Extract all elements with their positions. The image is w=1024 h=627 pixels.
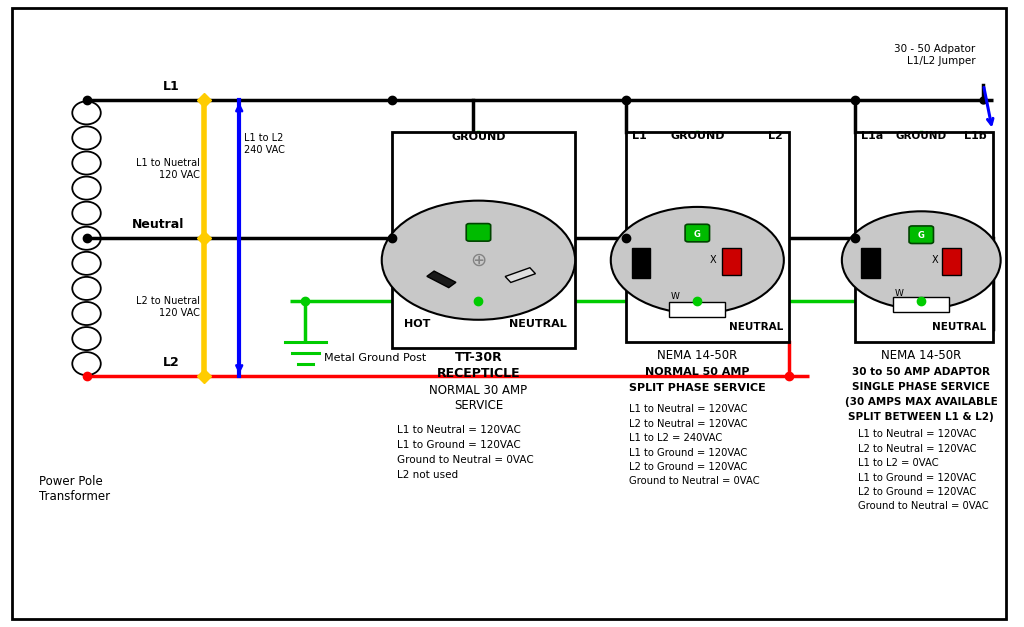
Text: X: X (710, 255, 716, 265)
Text: L2 to Nuetral
120 VAC: L2 to Nuetral 120 VAC (135, 297, 200, 318)
Text: GROUND: GROUND (452, 132, 506, 142)
Text: L1a: L1a (861, 131, 884, 141)
Text: G: G (694, 230, 700, 239)
Text: TT-30R: TT-30R (455, 350, 503, 364)
Circle shape (610, 207, 783, 314)
Text: 30 to 50 AMP ADAPTOR: 30 to 50 AMP ADAPTOR (852, 367, 990, 377)
Text: Y: Y (632, 255, 638, 265)
Polygon shape (505, 268, 536, 283)
Text: X: X (932, 255, 938, 265)
Text: L2: L2 (163, 356, 179, 369)
Text: SPLIT PHASE SERVICE: SPLIT PHASE SERVICE (629, 382, 766, 393)
Text: Power Pole
Transformer: Power Pole Transformer (39, 475, 110, 503)
Bar (893, 297, 949, 312)
Text: ⊕: ⊕ (470, 251, 486, 270)
Bar (669, 302, 725, 317)
Bar (632, 248, 650, 278)
Text: NORMAL 50 AMP: NORMAL 50 AMP (645, 367, 750, 377)
Text: L1 to Nuetral
120 VAC: L1 to Nuetral 120 VAC (135, 159, 200, 180)
Text: SINGLE PHASE SERVICE: SINGLE PHASE SERVICE (852, 382, 990, 392)
FancyBboxPatch shape (909, 226, 934, 243)
Text: G: G (918, 231, 925, 241)
Text: SPLIT BETWEEN L1 & L2): SPLIT BETWEEN L1 & L2) (849, 412, 994, 422)
Bar (722, 248, 741, 275)
Text: L2: L2 (768, 131, 782, 141)
Bar (392, 132, 575, 348)
Bar (861, 248, 880, 278)
Text: W: W (671, 292, 679, 301)
Text: NEUTRAL: NEUTRAL (932, 322, 986, 332)
Text: L1 to Neutral = 120VAC
L2 to Neutral = 120VAC
L1 to L2 = 240VAC
L1 to Ground = 1: L1 to Neutral = 120VAC L2 to Neutral = 1… (629, 404, 760, 487)
Text: GROUND: GROUND (896, 131, 947, 141)
Text: Y: Y (861, 255, 867, 265)
Text: RECEPTICLE: RECEPTICLE (436, 367, 520, 381)
Text: L1: L1 (632, 131, 647, 141)
Text: NEMA 14-50R: NEMA 14-50R (881, 349, 962, 362)
Text: SERVICE: SERVICE (454, 399, 503, 412)
Text: L1 to Neutral = 120VAC
L1 to Ground = 120VAC
Ground to Neutral = 0VAC
L2 not use: L1 to Neutral = 120VAC L1 to Ground = 12… (397, 425, 534, 480)
Text: L1b: L1b (964, 131, 986, 141)
Text: HOT: HOT (404, 319, 430, 329)
Circle shape (842, 211, 1000, 309)
Text: GROUND: GROUND (670, 131, 725, 141)
FancyBboxPatch shape (466, 224, 490, 241)
Text: L1 to Neutral = 120VAC
L2 to Neutral = 120VAC
L1 to L2 = 0VAC
L1 to Ground = 120: L1 to Neutral = 120VAC L2 to Neutral = 1… (858, 429, 989, 512)
Text: 30 - 50 Adpator
L1/L2 Jumper: 30 - 50 Adpator L1/L2 Jumper (894, 45, 975, 66)
Bar (855, 132, 992, 342)
Text: W: W (894, 289, 903, 298)
Text: (30 AMPS MAX AVAILABLE: (30 AMPS MAX AVAILABLE (845, 397, 997, 407)
Bar (626, 132, 788, 342)
Text: NEMA 14-50R: NEMA 14-50R (657, 349, 737, 362)
Text: Metal Ground Post: Metal Ground Post (324, 352, 426, 362)
Text: NEUTRAL: NEUTRAL (728, 322, 782, 332)
FancyBboxPatch shape (685, 224, 710, 242)
Circle shape (382, 201, 575, 320)
Bar (942, 248, 961, 275)
Text: Neutral: Neutral (132, 218, 184, 231)
Polygon shape (427, 271, 456, 288)
Text: NORMAL 30 AMP: NORMAL 30 AMP (429, 384, 527, 397)
Text: NEUTRAL: NEUTRAL (509, 319, 567, 329)
Text: L1: L1 (163, 80, 179, 93)
Text: L1 to L2
240 VAC: L1 to L2 240 VAC (245, 134, 286, 155)
